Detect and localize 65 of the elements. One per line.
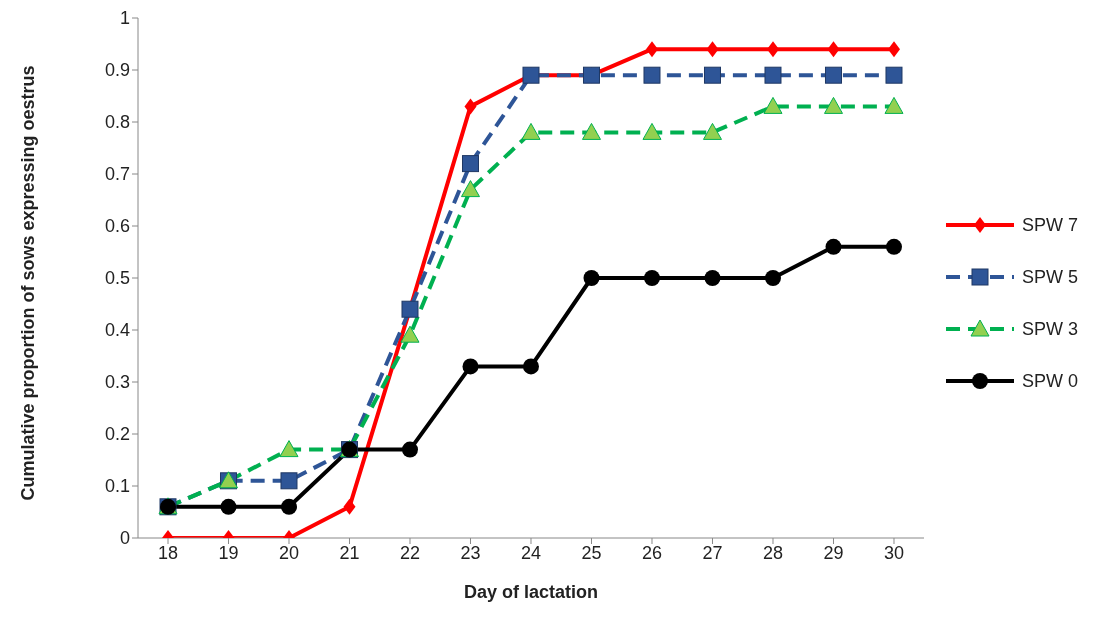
point (706, 41, 719, 58)
point (764, 66, 782, 84)
point (461, 155, 479, 173)
point (702, 122, 722, 140)
x-tick-label: 22 (399, 542, 421, 563)
point (402, 441, 418, 458)
point (824, 66, 842, 84)
legend-label: SPW 7 (1021, 214, 1078, 236)
point (885, 238, 902, 255)
point (642, 122, 662, 140)
y-tick-label: 0.5 (104, 268, 130, 289)
point (462, 358, 479, 375)
point (521, 122, 541, 140)
y-tick-label: 0.8 (104, 112, 130, 133)
y-tick-label: 0.2 (104, 424, 130, 445)
point (884, 96, 904, 114)
point (220, 498, 237, 515)
point (704, 270, 721, 286)
point (281, 498, 297, 515)
x-tick-label: 27 (702, 542, 723, 563)
y-tick-label: 1 (119, 8, 130, 29)
y-axis-title: Cumulative proportion of sows expressing oestrus (17, 64, 39, 503)
point (763, 96, 783, 114)
point (887, 41, 900, 58)
x-tick-label: 28 (762, 542, 783, 563)
x-tick-label: 23 (460, 542, 481, 563)
x-tick-label: 29 (823, 542, 844, 563)
point (643, 66, 661, 84)
point (643, 270, 660, 286)
point (400, 325, 420, 343)
point (766, 41, 779, 58)
point (645, 41, 658, 58)
legend-label: SPW 3 (1021, 318, 1078, 340)
x-axis-title: Day of lactation (463, 582, 599, 602)
legend-label: SPW 0 (1021, 370, 1078, 392)
x-tick-label: 21 (339, 542, 360, 563)
x-tick-label: 26 (641, 542, 663, 563)
y-tick-label: 0.4 (104, 320, 130, 341)
point (703, 66, 721, 84)
x-tick-label: 30 (883, 542, 904, 563)
point (764, 270, 781, 286)
y-tick-label: 0.7 (104, 164, 130, 185)
legend-label: SPW 5 (1021, 266, 1078, 288)
point (825, 238, 842, 255)
point (885, 66, 903, 84)
y-tick-label: 0 (119, 528, 130, 549)
point (280, 472, 298, 490)
point (522, 358, 539, 375)
x-tick-label: 19 (218, 542, 239, 563)
point (581, 122, 601, 140)
point (460, 180, 480, 198)
point (827, 41, 840, 58)
y-tick-label: 0.3 (104, 372, 130, 393)
x-tick-label: 24 (520, 542, 542, 563)
y-tick-label: 0.9 (104, 60, 130, 81)
point (343, 498, 356, 515)
point (464, 98, 477, 115)
point (279, 440, 299, 458)
x-tick-label: 20 (278, 542, 300, 563)
y-tick-label: 0.1 (104, 476, 130, 497)
y-tick-label: 0.6 (104, 216, 130, 237)
x-tick-label: 18 (157, 542, 179, 563)
point (823, 96, 843, 114)
x-tick-label: 25 (581, 542, 602, 563)
point (583, 270, 600, 286)
